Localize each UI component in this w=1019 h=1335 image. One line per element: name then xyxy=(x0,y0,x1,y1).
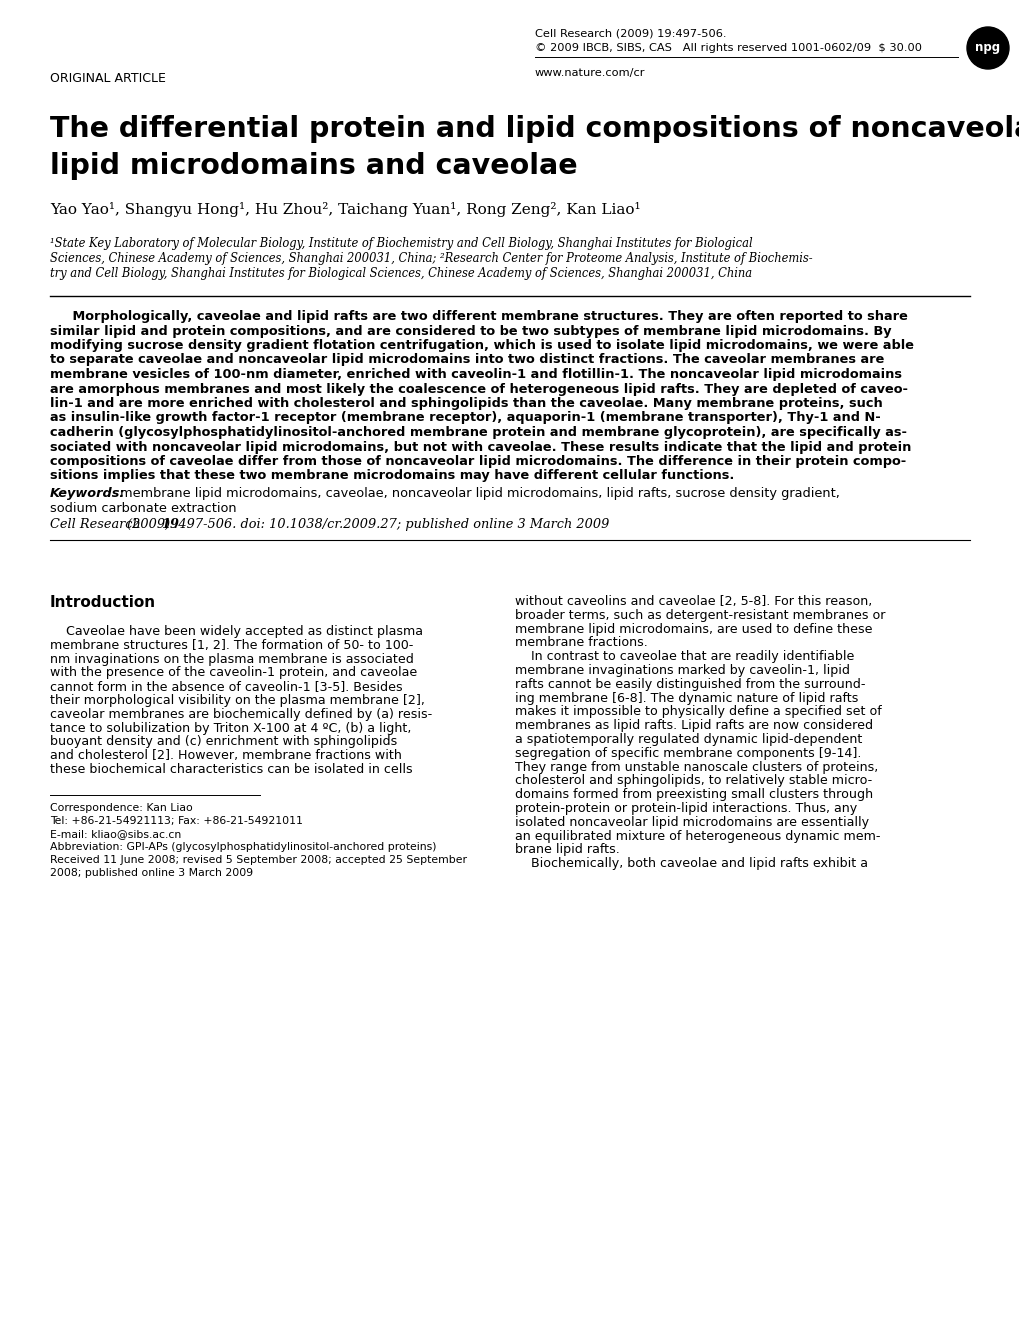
Text: ORIGINAL ARTICLE: ORIGINAL ARTICLE xyxy=(50,72,166,85)
Text: modifying sucrose density gradient flotation centrifugation, which is used to is: modifying sucrose density gradient flota… xyxy=(50,339,913,352)
Text: membrane vesicles of 100-nm diameter, enriched with caveolin-1 and flotillin-1. : membrane vesicles of 100-nm diameter, en… xyxy=(50,368,901,380)
Text: domains formed from preexisting small clusters through: domains formed from preexisting small cl… xyxy=(515,788,872,801)
Text: In contrast to caveolae that are readily identifiable: In contrast to caveolae that are readily… xyxy=(515,650,854,663)
Text: lin-1 and are more enriched with cholesterol and sphingolipids than the caveolae: lin-1 and are more enriched with cholest… xyxy=(50,396,881,410)
Text: membrane invaginations marked by caveolin-1, lipid: membrane invaginations marked by caveoli… xyxy=(515,663,849,677)
Text: Correspondence: Kan Liao: Correspondence: Kan Liao xyxy=(50,802,193,813)
Text: cadherin (glycosylphosphatidylinositol-anchored membrane protein and membrane gl: cadherin (glycosylphosphatidylinositol-a… xyxy=(50,426,906,439)
Text: ing membrane [6-8]. The dynamic nature of lipid rafts: ing membrane [6-8]. The dynamic nature o… xyxy=(515,692,858,705)
Text: © 2009 IBCB, SIBS, CAS   All rights reserved 1001-0602/09  $ 30.00: © 2009 IBCB, SIBS, CAS All rights reserv… xyxy=(535,43,921,53)
Text: to separate caveolae and noncaveolar lipid microdomains into two distinct fracti: to separate caveolae and noncaveolar lip… xyxy=(50,354,883,367)
Text: They range from unstable nanoscale clusters of proteins,: They range from unstable nanoscale clust… xyxy=(515,761,877,773)
Text: Tel: +86-21-54921113; Fax: +86-21-54921011: Tel: +86-21-54921113; Fax: +86-21-549210… xyxy=(50,816,303,826)
Text: sociated with noncaveolar lipid microdomains, but not with caveolae. These resul: sociated with noncaveolar lipid microdom… xyxy=(50,441,911,454)
Text: try and Cell Biology, Shanghai Institutes for Biological Sciences, Chinese Acade: try and Cell Biology, Shanghai Institute… xyxy=(50,267,751,280)
Text: membrane fractions.: membrane fractions. xyxy=(515,637,647,649)
Text: sitions implies that these two membrane microdomains may have different cellular: sitions implies that these two membrane … xyxy=(50,470,734,482)
Text: rafts cannot be easily distinguished from the surround-: rafts cannot be easily distinguished fro… xyxy=(515,678,865,690)
Text: their morphological visibility on the plasma membrane [2],: their morphological visibility on the pl… xyxy=(50,694,425,708)
Text: segregation of specific membrane components [9-14].: segregation of specific membrane compone… xyxy=(515,746,860,760)
Text: makes it impossible to physically define a specified set of: makes it impossible to physically define… xyxy=(515,705,880,718)
Text: E-mail: kliao@sibs.ac.cn: E-mail: kliao@sibs.ac.cn xyxy=(50,829,181,838)
Text: cholesterol and sphingolipids, to relatively stable micro-: cholesterol and sphingolipids, to relati… xyxy=(515,774,871,788)
Text: these biochemical characteristics can be isolated in cells: these biochemical characteristics can be… xyxy=(50,764,413,776)
Text: 2008; published online 3 March 2009: 2008; published online 3 March 2009 xyxy=(50,868,253,878)
Text: :497-506. doi: 10.1038/cr.2009.27; published online 3 March 2009: :497-506. doi: 10.1038/cr.2009.27; publi… xyxy=(174,518,608,531)
Text: Abbreviation: GPI-APs (glycosylphosphatidylinositol-anchored proteins): Abbreviation: GPI-APs (glycosylphosphati… xyxy=(50,842,436,852)
Text: caveolar membranes are biochemically defined by (a) resis-: caveolar membranes are biochemically def… xyxy=(50,708,432,721)
Text: Keywords:: Keywords: xyxy=(50,487,125,501)
Text: buoyant density and (c) enrichment with sphingolipids: buoyant density and (c) enrichment with … xyxy=(50,736,396,749)
Text: The differential protein and lipid compositions of noncaveolar: The differential protein and lipid compo… xyxy=(50,115,1019,143)
Text: 19: 19 xyxy=(161,518,178,531)
Text: a spatiotemporally regulated dynamic lipid-dependent: a spatiotemporally regulated dynamic lip… xyxy=(515,733,861,746)
Text: membrane lipid microdomains, are used to define these: membrane lipid microdomains, are used to… xyxy=(515,622,871,635)
Text: compositions of caveolae differ from those of noncaveolar lipid microdomains. Th: compositions of caveolae differ from tho… xyxy=(50,455,905,469)
Text: protein-protein or protein-lipid interactions. Thus, any: protein-protein or protein-lipid interac… xyxy=(515,802,856,814)
Text: broader terms, such as detergent-resistant membranes or: broader terms, such as detergent-resista… xyxy=(515,609,884,622)
Text: lipid microdomains and caveolae: lipid microdomains and caveolae xyxy=(50,152,577,180)
Text: Sciences, Chinese Academy of Sciences, Shanghai 200031, China; ²Research Center : Sciences, Chinese Academy of Sciences, S… xyxy=(50,252,812,266)
Text: (2009): (2009) xyxy=(123,518,174,531)
Text: are amorphous membranes and most likely the coalescence of heterogeneous lipid r: are amorphous membranes and most likely … xyxy=(50,383,907,395)
Text: with the presence of the caveolin-1 protein, and caveolae: with the presence of the caveolin-1 prot… xyxy=(50,666,417,680)
Text: an equilibrated mixture of heterogeneous dynamic mem-: an equilibrated mixture of heterogeneous… xyxy=(515,829,879,842)
Text: ¹State Key Laboratory of Molecular Biology, Institute of Biochemistry and Cell B: ¹State Key Laboratory of Molecular Biolo… xyxy=(50,238,752,250)
Text: membranes as lipid rafts. Lipid rafts are now considered: membranes as lipid rafts. Lipid rafts ar… xyxy=(515,720,872,732)
Text: Cell Research (2009) 19:497-506.: Cell Research (2009) 19:497-506. xyxy=(535,28,726,37)
Text: Yao Yao¹, Shangyu Hong¹, Hu Zhou², Taichang Yuan¹, Rong Zeng², Kan Liao¹: Yao Yao¹, Shangyu Hong¹, Hu Zhou², Taich… xyxy=(50,202,640,218)
Text: www.nature.com/cr: www.nature.com/cr xyxy=(535,68,645,77)
Text: isolated noncaveolar lipid microdomains are essentially: isolated noncaveolar lipid microdomains … xyxy=(515,816,868,829)
Text: nm invaginations on the plasma membrane is associated: nm invaginations on the plasma membrane … xyxy=(50,653,414,666)
Text: sodium carbonate extraction: sodium carbonate extraction xyxy=(50,502,236,514)
Text: without caveolins and caveolae [2, 5-8]. For this reason,: without caveolins and caveolae [2, 5-8].… xyxy=(515,595,871,607)
Text: cannot form in the absence of caveolin-1 [3-5]. Besides: cannot form in the absence of caveolin-1… xyxy=(50,681,403,693)
Text: membrane lipid microdomains, caveolae, noncaveolar lipid microdomains, lipid raf: membrane lipid microdomains, caveolae, n… xyxy=(116,487,839,501)
Text: npg: npg xyxy=(974,41,1000,55)
Text: membrane structures [1, 2]. The formation of 50- to 100-: membrane structures [1, 2]. The formatio… xyxy=(50,639,413,651)
Text: brane lipid rafts.: brane lipid rafts. xyxy=(515,844,620,856)
Text: Morphologically, caveolae and lipid rafts are two different membrane structures.: Morphologically, caveolae and lipid raft… xyxy=(50,310,907,323)
Text: and cholesterol [2]. However, membrane fractions with: and cholesterol [2]. However, membrane f… xyxy=(50,749,401,762)
Text: Biochemically, both caveolae and lipid rafts exhibit a: Biochemically, both caveolae and lipid r… xyxy=(515,857,867,870)
Circle shape xyxy=(966,27,1008,69)
Text: Caveolae have been widely accepted as distinct plasma: Caveolae have been widely accepted as di… xyxy=(50,625,423,638)
Text: Received 11 June 2008; revised 5 September 2008; accepted 25 September: Received 11 June 2008; revised 5 Septemb… xyxy=(50,854,467,865)
Text: similar lipid and protein compositions, and are considered to be two subtypes of: similar lipid and protein compositions, … xyxy=(50,324,891,338)
Text: tance to solubilization by Triton X-100 at 4 ºC, (b) a light,: tance to solubilization by Triton X-100 … xyxy=(50,722,411,734)
Text: as insulin-like growth factor-1 receptor (membrane receptor), aquaporin-1 (membr: as insulin-like growth factor-1 receptor… xyxy=(50,411,879,425)
Text: Cell Research: Cell Research xyxy=(50,518,141,531)
Text: Introduction: Introduction xyxy=(50,595,156,610)
